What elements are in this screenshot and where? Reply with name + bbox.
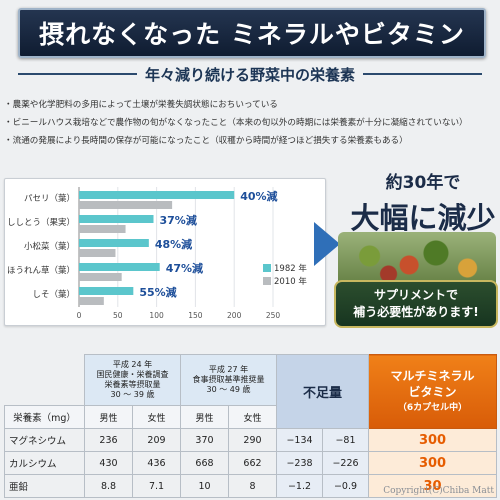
table-row-name: 亜鉛	[4, 474, 85, 498]
table-cell: 10	[180, 474, 229, 498]
category-label: しそ（葉）	[32, 289, 75, 300]
callout: 約30年で 大幅に減少	[350, 168, 496, 237]
table-cell: 300	[368, 428, 498, 452]
table-row-name: マグネシウム	[4, 428, 85, 452]
table-cell: −238	[276, 451, 323, 475]
reason-item: ・農薬や化学肥料の多用によって土壌が栄養失調状態におちいっている	[4, 100, 278, 110]
bar-1982	[79, 287, 134, 295]
reason-item: ・ビニールハウス栽培などで農作物の旬がなくなったこと（本来の旬以外の時期には栄養…	[4, 118, 468, 128]
table-cell: 8.8	[84, 474, 133, 498]
category-label: ほうれん草（葉）	[7, 265, 75, 276]
bar-1982	[79, 263, 160, 271]
table-cell: 236	[84, 428, 133, 452]
male-header: 男性	[180, 405, 229, 429]
arrow-right-icon	[314, 222, 340, 266]
legend-swatch	[263, 264, 271, 272]
table-cell: −81	[321, 428, 370, 452]
reduction-label: 47%減	[166, 261, 203, 275]
table-cell: 668	[180, 451, 229, 475]
shortage-header: 不足量	[275, 354, 370, 429]
survey-2015-header: 平成 27 年食事摂取基準推奨量 30 ～ 49 歳	[180, 354, 277, 406]
table-cell: 7.1	[132, 474, 181, 498]
female-header: 女性	[228, 405, 277, 429]
bar-2010	[79, 273, 122, 281]
page-subtitle: 年々減り続ける野菜中の栄養素	[145, 65, 356, 84]
reduction-label: 48%減	[155, 237, 192, 251]
subtitle-line-left	[18, 73, 137, 75]
legend-label: 2010 年	[274, 276, 307, 287]
x-tick-label: 0	[77, 311, 82, 320]
male-header: 男性	[84, 405, 133, 429]
table-corner	[5, 355, 85, 406]
callout-line1: 約30年で	[385, 173, 461, 193]
bar-2010	[79, 249, 116, 257]
table-cell: 300	[368, 451, 498, 475]
legend-label: 1982 年	[274, 263, 307, 274]
female-header: 女性	[132, 405, 181, 429]
table-cell: 30	[368, 474, 498, 498]
reason-item: ・流通の発展により長時間の保存が可能になったこと（収穫から時間が経つほど損失する…	[4, 136, 408, 146]
category-label: パセリ（葉）	[24, 193, 75, 204]
bar-1982	[79, 215, 154, 223]
x-tick-label: 50	[113, 311, 123, 320]
table-cell: 662	[228, 451, 277, 475]
bar-2010	[79, 201, 173, 209]
reason-list: ・農薬や化学肥料の多用によって土壌が栄養失調状態におちいっている ・ビニールハウ…	[4, 96, 494, 150]
category-label: ししとう（果実）	[7, 217, 75, 228]
callout-line2: 大幅に減少	[350, 201, 496, 235]
reduction-label: 37%減	[159, 213, 196, 227]
x-tick-label: 250	[266, 311, 281, 320]
nutrient-table: 平成 24 年国民健康・栄養調査 栄養素等摂取量 30 ～ 39 歳 平成 27 …	[4, 354, 498, 498]
table-cell: −1.2	[276, 474, 323, 498]
table-cell: 430	[84, 451, 133, 475]
table-cell: −226	[321, 451, 370, 475]
bar-2010	[79, 297, 104, 305]
bar-1982	[79, 191, 235, 199]
reduction-label: 55%減	[139, 285, 176, 299]
category-label: 小松菜（葉）	[24, 241, 75, 252]
supplement-line1: サプリメントで	[373, 288, 458, 302]
copyright-watermark: Copyright(C)Chiba Matt	[383, 486, 494, 496]
supplement-line2: 補う必要性があります!	[353, 305, 479, 319]
title-banner: 摂れなくなった ミネラルやビタミン	[18, 8, 486, 58]
table-row-name: カルシウム	[4, 451, 85, 475]
table-cell: −0.9	[321, 474, 370, 498]
survey-2012-header: 平成 24 年国民健康・栄養調査 栄養素等摂取量 30 ～ 39 歳	[84, 354, 181, 406]
subtitle-row: 年々減り続ける野菜中の栄養素	[18, 62, 483, 86]
bar-2010	[79, 225, 126, 233]
table-cell: 436	[132, 451, 181, 475]
table-cell: 370	[180, 428, 229, 452]
multi-vitamin-header: マルチミネラル ビタミン （6カプセル中）	[368, 354, 498, 429]
subtitle-line-right	[363, 73, 483, 75]
page-title: 摂れなくなった ミネラルやビタミン	[39, 20, 465, 49]
bar-1982	[79, 239, 149, 247]
legend-swatch	[263, 277, 271, 285]
table-cell: 8	[228, 474, 277, 498]
table-cell: 209	[132, 428, 181, 452]
table-cell: −134	[276, 428, 323, 452]
supplement-badge: サプリメントで 補う必要性があります!	[334, 280, 498, 328]
x-tick-label: 200	[227, 311, 242, 320]
reduction-label: 40%減	[240, 189, 277, 203]
x-tick-label: 150	[188, 311, 203, 320]
table-cell: 290	[228, 428, 277, 452]
x-tick-label: 100	[149, 311, 164, 320]
nutrient-label: 栄養素（mg）	[4, 405, 85, 429]
nutrient-chart-panel: 0 50 100 150 200 250 パセリ（葉） 40%減ししとう（果実） 37%減小松菜…	[4, 178, 326, 326]
